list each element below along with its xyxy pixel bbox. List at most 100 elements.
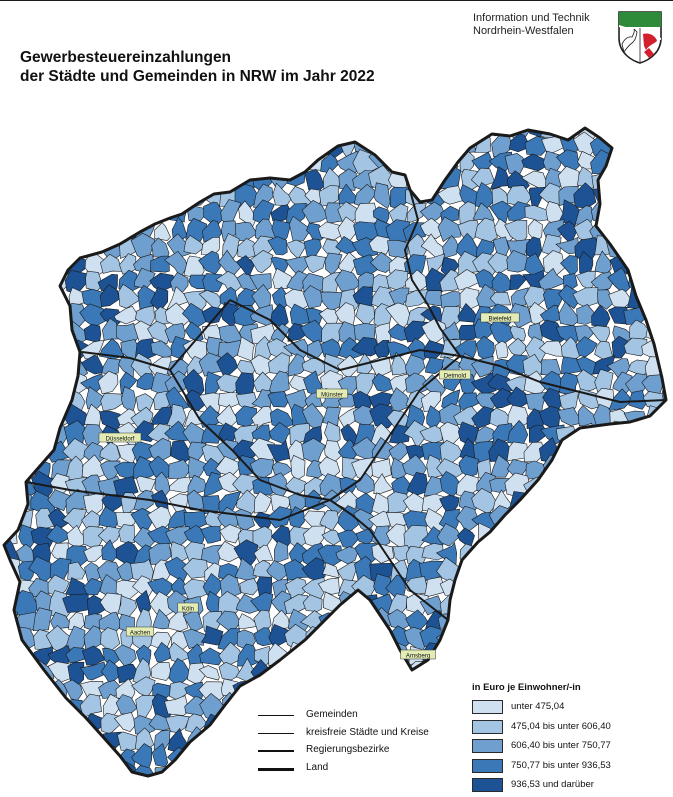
- legend-class-label: 475,04 bis unter 606,40: [511, 721, 611, 732]
- publisher-line-2: Nordrhein-Westfalen: [473, 25, 590, 38]
- municipality: [35, 337, 53, 357]
- municipality: [591, 200, 614, 224]
- municipality: [625, 120, 649, 138]
- municipality: [546, 574, 562, 598]
- municipality: [120, 166, 140, 192]
- municipality: [630, 592, 651, 615]
- municipality: [50, 120, 71, 141]
- municipality: [201, 120, 220, 138]
- municipality: [369, 677, 394, 703]
- municipality: [0, 236, 20, 261]
- municipality: [34, 186, 55, 207]
- municipality: [424, 750, 444, 768]
- municipality: [0, 301, 20, 326]
- municipality: [172, 138, 192, 154]
- municipality: [0, 120, 21, 142]
- municipality: [595, 120, 610, 136]
- municipality: [559, 557, 577, 579]
- municipality: [614, 205, 629, 228]
- municipality: [64, 170, 89, 188]
- municipality: [235, 750, 255, 771]
- municipality: [100, 122, 124, 142]
- municipality: [644, 183, 669, 209]
- municipality: [642, 594, 668, 617]
- municipality: [204, 472, 223, 496]
- municipality: [166, 184, 189, 208]
- municipality: [558, 630, 579, 647]
- municipality: [541, 476, 563, 495]
- line-sample: [258, 715, 294, 716]
- municipality: [493, 646, 511, 664]
- municipality: [505, 543, 531, 563]
- municipality: [658, 134, 673, 155]
- municipality: [661, 285, 673, 312]
- municipality: [0, 289, 20, 309]
- municipality: [218, 120, 237, 142]
- municipality: [257, 134, 275, 155]
- municipality: [661, 457, 673, 480]
- municipality: [136, 476, 155, 492]
- municipality: [369, 661, 394, 681]
- municipality: [271, 679, 294, 700]
- municipality: [648, 205, 664, 222]
- municipality: [271, 152, 294, 172]
- municipality: [662, 218, 673, 241]
- municipality: [560, 458, 578, 476]
- municipality: [255, 716, 274, 731]
- municipality: [610, 767, 633, 783]
- municipality: [135, 205, 157, 225]
- legend-class-label: 750,77 bis unter 936,53: [511, 760, 611, 771]
- municipality: [0, 338, 22, 361]
- municipality: [114, 154, 138, 174]
- municipality: [405, 133, 427, 154]
- municipality: [593, 694, 615, 716]
- municipality: [335, 765, 357, 783]
- municipality: [611, 680, 629, 703]
- municipality: [627, 173, 645, 188]
- municipality: [201, 729, 221, 753]
- municipality: [607, 166, 632, 193]
- municipality: [29, 693, 56, 718]
- municipality: [660, 305, 673, 329]
- municipality: [607, 659, 632, 685]
- municipality: [68, 562, 86, 579]
- municipality: [659, 505, 673, 533]
- municipality: [596, 440, 618, 463]
- municipality: [0, 496, 18, 514]
- municipality: [69, 728, 86, 749]
- municipality: [48, 305, 71, 326]
- municipality: [389, 679, 410, 698]
- municipality: [644, 731, 669, 750]
- municipality: [624, 203, 644, 222]
- municipality: [97, 187, 119, 208]
- municipality: [591, 625, 611, 647]
- municipality: [201, 154, 223, 172]
- municipality: [336, 648, 360, 666]
- municipality: [607, 185, 628, 208]
- municipality: [35, 134, 54, 155]
- municipality: [425, 697, 442, 716]
- municipality: [590, 612, 610, 634]
- municipality: [286, 120, 308, 138]
- municipality: [646, 235, 666, 260]
- municipality: [338, 530, 360, 548]
- municipality: [46, 133, 70, 155]
- municipality: [526, 461, 546, 480]
- municipality: [121, 206, 141, 225]
- municipality: [592, 477, 612, 499]
- municipality: [574, 630, 595, 648]
- municipality: [203, 274, 224, 292]
- municipality: [438, 646, 460, 666]
- legend-title: in Euro je Einwohner/-in: [472, 682, 581, 693]
- municipality: [528, 597, 546, 617]
- municipality: [659, 696, 673, 717]
- municipality: [612, 729, 635, 755]
- municipality: [12, 301, 36, 327]
- municipality: [374, 183, 390, 209]
- municipality: [645, 438, 666, 459]
- municipality: [36, 321, 53, 342]
- municipality: [341, 122, 363, 139]
- municipality: [85, 224, 104, 240]
- city-label: Bielefeld: [488, 316, 511, 322]
- municipality: [99, 507, 119, 529]
